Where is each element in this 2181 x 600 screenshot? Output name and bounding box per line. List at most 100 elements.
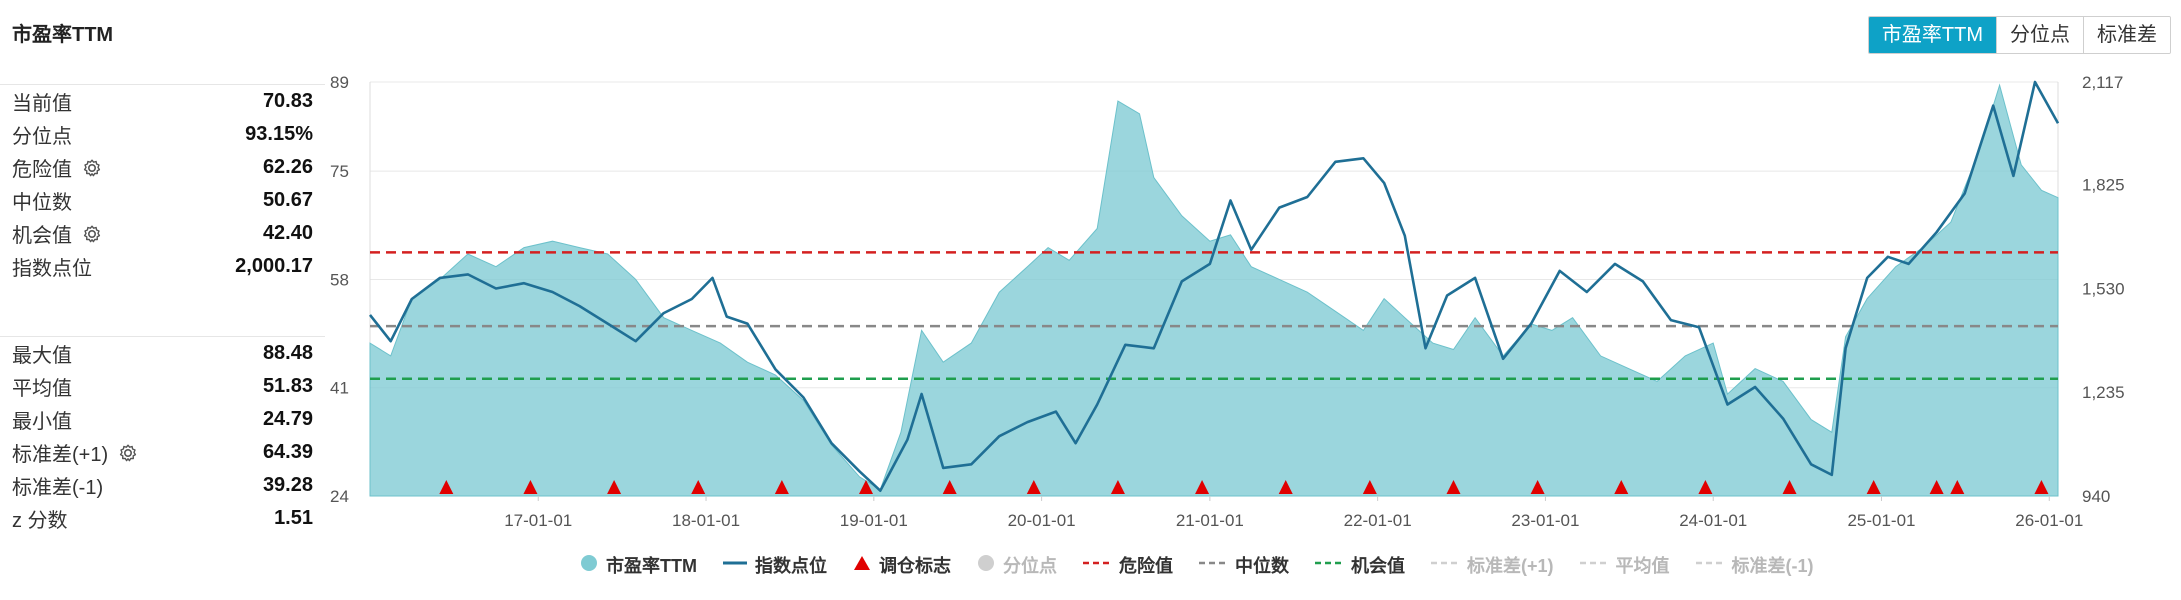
legend-line-icon	[722, 554, 747, 577]
stat-label-wrap: 标准差(+1)	[12, 438, 138, 467]
y-right-tick-label: 940	[2082, 487, 2110, 506]
index-level-line	[368, 80, 2060, 492]
legend-label: 标准差(+1)	[1466, 556, 1554, 576]
legend-label: 危险值	[1118, 556, 1173, 576]
x-tick-label: 24-01-01	[1679, 511, 1747, 530]
rebalance-marker	[1929, 480, 1944, 494]
legend-label: 机会值	[1350, 556, 1405, 576]
stat-row: 中位数 50.67	[0, 184, 325, 217]
legend-dash-icon	[1695, 554, 1724, 577]
y-right-tick-label: 1,235	[2082, 383, 2125, 402]
legend-item[interactable]: 调仓标志	[853, 552, 951, 578]
stat-row: 平均值 51.83	[0, 370, 325, 403]
stat-label-wrap: 指数点位	[12, 252, 92, 281]
legend-item[interactable]: 标准差(+1)	[1430, 552, 1554, 578]
tab-2[interactable]: 标准差	[2083, 17, 2170, 53]
legend-item[interactable]: 平均值	[1579, 552, 1670, 578]
stat-row: 当前值 70.83	[0, 85, 325, 118]
legend-item[interactable]: 标准差(-1)	[1695, 552, 1814, 578]
x-tick-label: 22-01-01	[1344, 511, 1412, 530]
legend-dash-icon	[1579, 554, 1608, 577]
gear-icon[interactable]	[118, 443, 138, 463]
legend-item[interactable]: 市盈率TTM	[580, 552, 697, 578]
rebalance-marker	[691, 480, 706, 494]
x-tick-label: 19-01-01	[840, 511, 908, 530]
stat-label-wrap: 机会值	[12, 219, 102, 248]
rebalance-marker	[1698, 480, 1713, 494]
stat-label: 分位点	[12, 126, 72, 148]
rebalance-marker	[1782, 480, 1797, 494]
stat-label: z 分数	[12, 510, 68, 532]
stat-value: 51.83	[262, 375, 313, 397]
legend-item[interactable]: 机会值	[1314, 552, 1405, 578]
stat-label-wrap: 危险值	[12, 153, 102, 182]
stat-value: 70.83	[262, 90, 313, 112]
legend-label: 标准差(-1)	[1731, 556, 1814, 576]
stat-label: 指数点位	[12, 258, 92, 280]
stat-label-wrap: 中位数	[12, 186, 72, 215]
x-tick-label: 23-01-01	[1511, 511, 1579, 530]
legend-dot-icon	[977, 554, 995, 577]
y-right-tick-label: 1,825	[2082, 176, 2125, 195]
legend-label: 中位数	[1234, 556, 1289, 576]
tab-1[interactable]: 分位点	[1996, 17, 2083, 53]
stat-label-wrap: 当前值	[12, 87, 72, 116]
legend-dash-icon	[1314, 554, 1343, 577]
stat-label: 最小值	[12, 411, 72, 433]
stat-value: 88.48	[262, 342, 313, 364]
stat-row: 指数点位 2,000.17	[0, 250, 325, 283]
legend-triangle-icon	[853, 554, 871, 577]
stat-label: 危险值	[12, 159, 72, 181]
rebalance-marker	[1446, 480, 1461, 494]
pe-ttm-area	[369, 83, 2059, 497]
stat-row: 分位点 93.15%	[0, 118, 325, 151]
x-tick-label: 21-01-01	[1176, 511, 1244, 530]
gear-icon[interactable]	[82, 158, 102, 178]
stat-row: 最大值 88.48	[0, 337, 325, 370]
legend-item[interactable]: 分位点	[977, 552, 1057, 578]
rebalance-marker	[2034, 480, 2049, 494]
rebalance-marker	[1362, 480, 1377, 494]
stat-label: 平均值	[12, 378, 72, 400]
x-tick-label: 26-01-01	[2015, 511, 2083, 530]
tab-0[interactable]: 市盈率TTM	[1868, 17, 1996, 53]
current-stats-panel: 当前值 70.83 分位点 93.15% 危险值 62.26 中位数 50.67 机会值 42.4…	[0, 84, 325, 283]
rebalance-marker	[1195, 480, 1210, 494]
stat-label-wrap: z 分数	[12, 504, 68, 533]
stat-label-wrap: 最大值	[12, 339, 72, 368]
stat-row: z 分数 1.51	[0, 502, 325, 535]
stat-row: 最小值 24.79	[0, 403, 325, 436]
rebalance-marker	[1278, 480, 1293, 494]
legend-item[interactable]: 指数点位	[722, 552, 827, 578]
summary-stats-panel: 最大值 88.48 平均值 51.83 最小值 24.79 标准差(+1) 64.39 标准差(…	[0, 336, 325, 535]
stat-row: 危险值 62.26	[0, 151, 325, 184]
stat-value: 1.51	[274, 507, 313, 529]
rebalance-marker	[1950, 480, 1965, 494]
metric-tabs: 市盈率TTM 分位点 标准差	[1867, 16, 2171, 54]
rebalance-marker	[774, 480, 789, 494]
y-left-tick-label: 41	[330, 379, 349, 398]
legend-dot-icon	[580, 554, 598, 577]
stat-row: 标准差(-1) 39.28	[0, 469, 325, 502]
stat-label-wrap: 标准差(-1)	[12, 471, 103, 500]
rebalance-marker	[1866, 480, 1881, 494]
rebalance-marker	[523, 480, 538, 494]
legend-item[interactable]: 危险值	[1082, 552, 1173, 578]
legend-item[interactable]: 中位数	[1198, 552, 1289, 578]
legend-dash-icon	[1430, 554, 1459, 577]
x-tick-label: 17-01-01	[504, 511, 572, 530]
stat-value: 2,000.17	[235, 255, 313, 277]
chart-title: 市盈率TTM	[12, 24, 114, 46]
legend-label: 分位点	[1002, 556, 1057, 576]
legend-label: 市盈率TTM	[606, 556, 697, 576]
stat-label-wrap: 平均值	[12, 372, 72, 401]
y-left-tick-label: 89	[330, 73, 349, 92]
y-left-tick-label: 75	[330, 162, 349, 181]
gear-icon[interactable]	[82, 224, 102, 244]
x-tick-label: 18-01-01	[672, 511, 740, 530]
rebalance-marker	[942, 480, 957, 494]
stat-label: 当前值	[12, 93, 72, 115]
rebalance-marker	[1110, 480, 1125, 494]
y-left-tick-label: 58	[330, 270, 349, 289]
